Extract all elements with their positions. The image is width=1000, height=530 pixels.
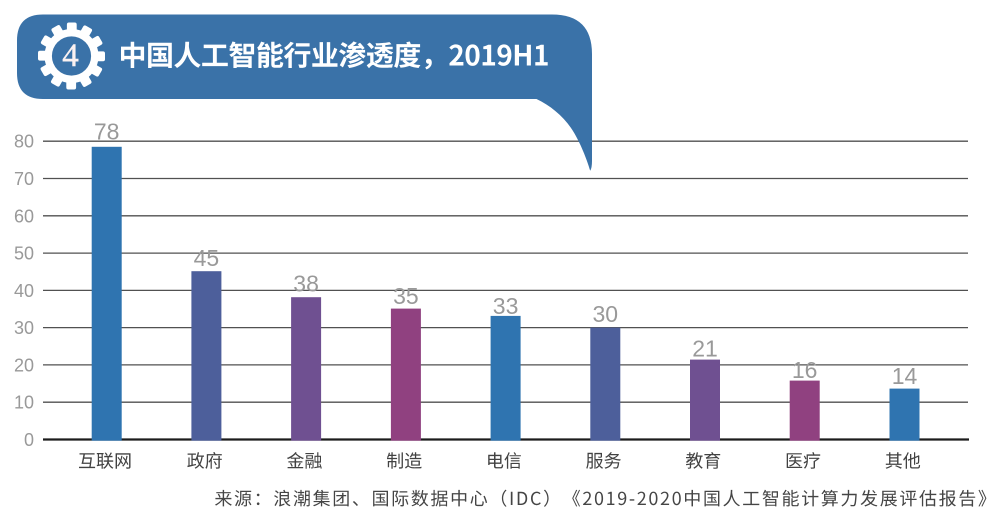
svg-text:14: 14 [892, 363, 918, 389]
svg-text:35: 35 [393, 283, 419, 309]
svg-text:38: 38 [293, 270, 319, 296]
svg-text:70: 70 [14, 169, 34, 189]
svg-text:33: 33 [493, 293, 519, 319]
svg-text:80: 80 [14, 132, 34, 152]
svg-text:78: 78 [94, 119, 120, 145]
svg-text:4: 4 [62, 38, 79, 74]
svg-text:30: 30 [593, 301, 619, 327]
svg-text:40: 40 [14, 281, 34, 301]
svg-text:30: 30 [14, 318, 34, 338]
svg-text:20: 20 [14, 355, 34, 375]
svg-text:21: 21 [692, 335, 718, 361]
svg-text:45: 45 [194, 245, 220, 271]
svg-text:50: 50 [14, 244, 34, 264]
svg-text:10: 10 [14, 393, 34, 413]
svg-text:0: 0 [24, 430, 34, 450]
svg-text:16: 16 [792, 357, 818, 383]
svg-text:60: 60 [14, 206, 34, 226]
